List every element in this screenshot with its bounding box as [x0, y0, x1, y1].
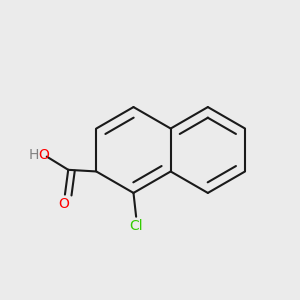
Text: H: H [28, 148, 39, 162]
Text: O: O [58, 196, 69, 211]
Text: Cl: Cl [130, 219, 143, 233]
Text: O: O [38, 148, 49, 162]
